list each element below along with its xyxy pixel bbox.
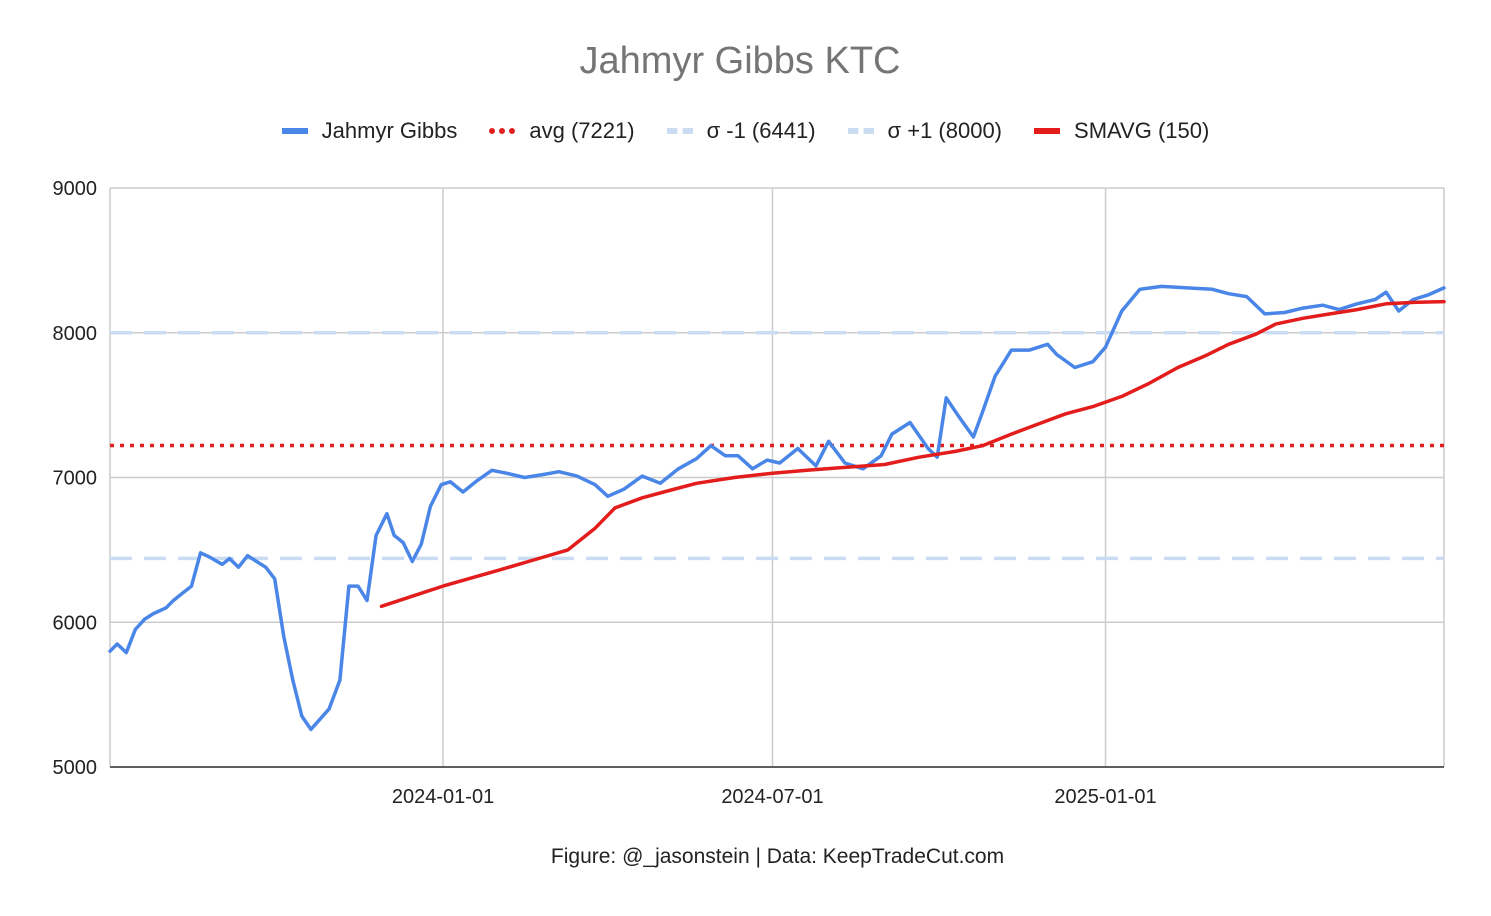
legend-swatch	[666, 128, 693, 134]
legend-label: σ -1 (6441)	[706, 118, 816, 143]
y-tick-label: 7000	[53, 468, 98, 490]
x-tick-label: 2024-07-01	[721, 786, 823, 808]
legend-label: avg (7221)	[529, 118, 635, 143]
y-tick-label: 6000	[53, 612, 98, 634]
series-line-0	[108, 284, 1446, 732]
legend-item: σ -1 (6441)	[666, 118, 816, 144]
legend-swatch	[489, 128, 516, 134]
chart-title: Jahmyr Gibbs KTC	[579, 40, 901, 82]
y-tick-label: 9000	[53, 178, 98, 200]
legend-label: Jahmyr Gibbs	[321, 118, 458, 143]
legend-item: avg (7221)	[489, 118, 635, 144]
y-tick-label: 8000	[53, 323, 98, 345]
legend-item: σ +1 (8000)	[847, 118, 1003, 144]
legend-label: σ +1 (8000)	[887, 118, 1003, 143]
x-tick-label: 2025-01-01	[1054, 786, 1156, 808]
grid-layer	[109, 187, 1445, 768]
series-line-4	[379, 299, 1446, 609]
legend-item: SMAVG (150)	[1034, 118, 1209, 144]
legend-swatch	[1034, 128, 1061, 134]
series-layer	[108, 284, 1446, 732]
legend-label: SMAVG (150)	[1074, 118, 1210, 143]
legend-swatch	[847, 128, 874, 134]
axis-layer: 5000 6000 7000 8000 9000 2024-01-01 2024-07-01…	[53, 178, 1444, 808]
legend: Jahmyr Gibbs avg (7221) σ -1 (6441) σ +1 (8…	[0, 116, 1491, 146]
figure-credit: Figure: @_jasonstein | Data: KeepTradeCu…	[550, 845, 1005, 868]
legend-item: Jahmyr Gibbs	[281, 118, 458, 144]
x-tick-label: 2024-01-01	[392, 786, 494, 808]
y-tick-label: 5000	[53, 757, 98, 779]
legend-swatch	[281, 128, 308, 134]
